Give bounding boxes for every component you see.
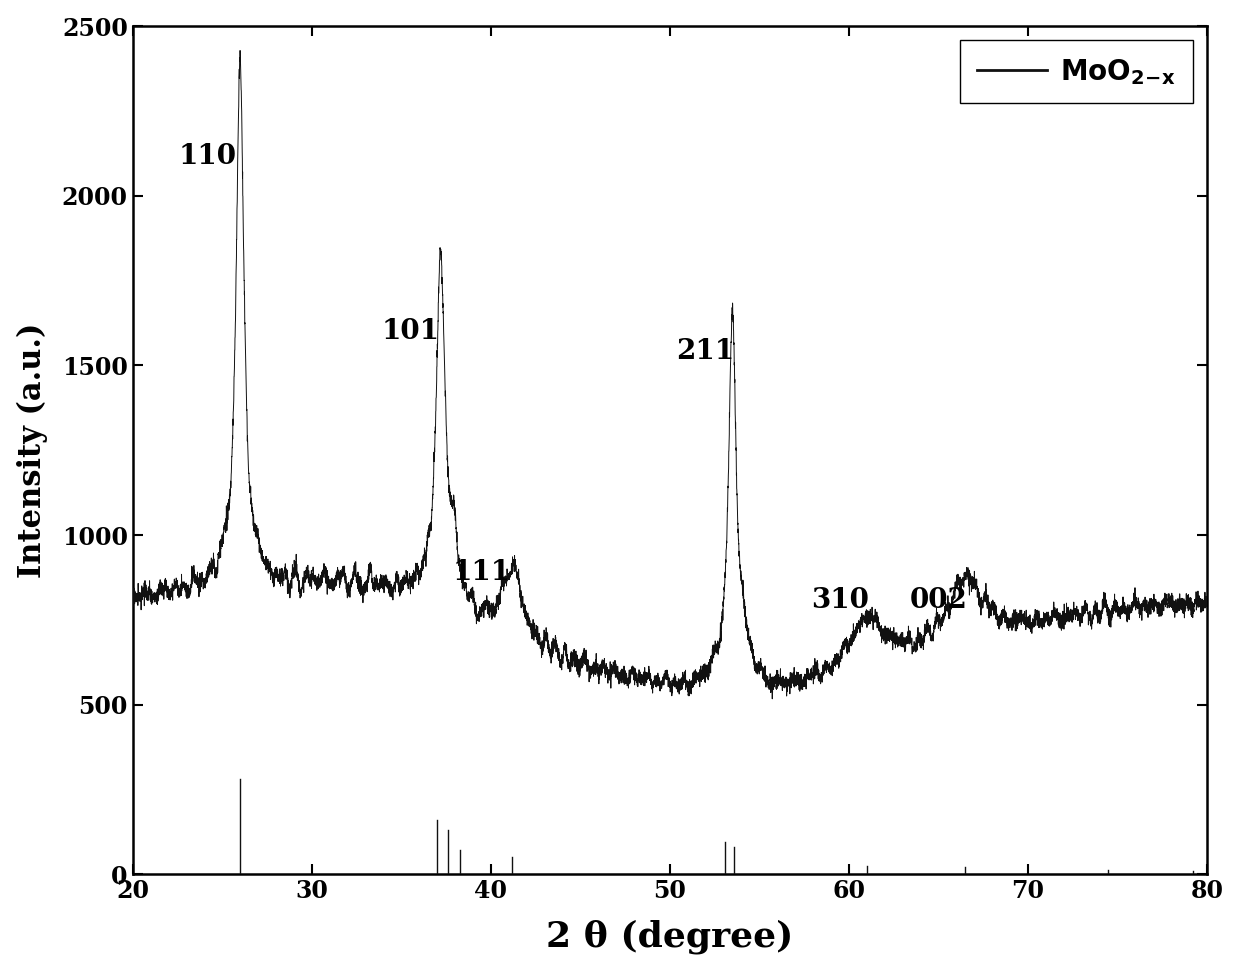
Text: 110: 110 <box>179 144 237 170</box>
X-axis label: 2 θ (degree): 2 θ (degree) <box>546 920 794 954</box>
Y-axis label: Intensity (a.u.): Intensity (a.u.) <box>16 322 48 578</box>
Text: 211: 211 <box>677 339 734 365</box>
Text: 111: 111 <box>453 559 511 586</box>
Text: 310: 310 <box>811 586 869 614</box>
Text: 101: 101 <box>381 318 439 345</box>
Text: 002: 002 <box>909 586 967 614</box>
Legend: $\bf{MoO}$$\bf{_{2\!-\!x}}$: $\bf{MoO}$$\bf{_{2\!-\!x}}$ <box>961 40 1193 103</box>
